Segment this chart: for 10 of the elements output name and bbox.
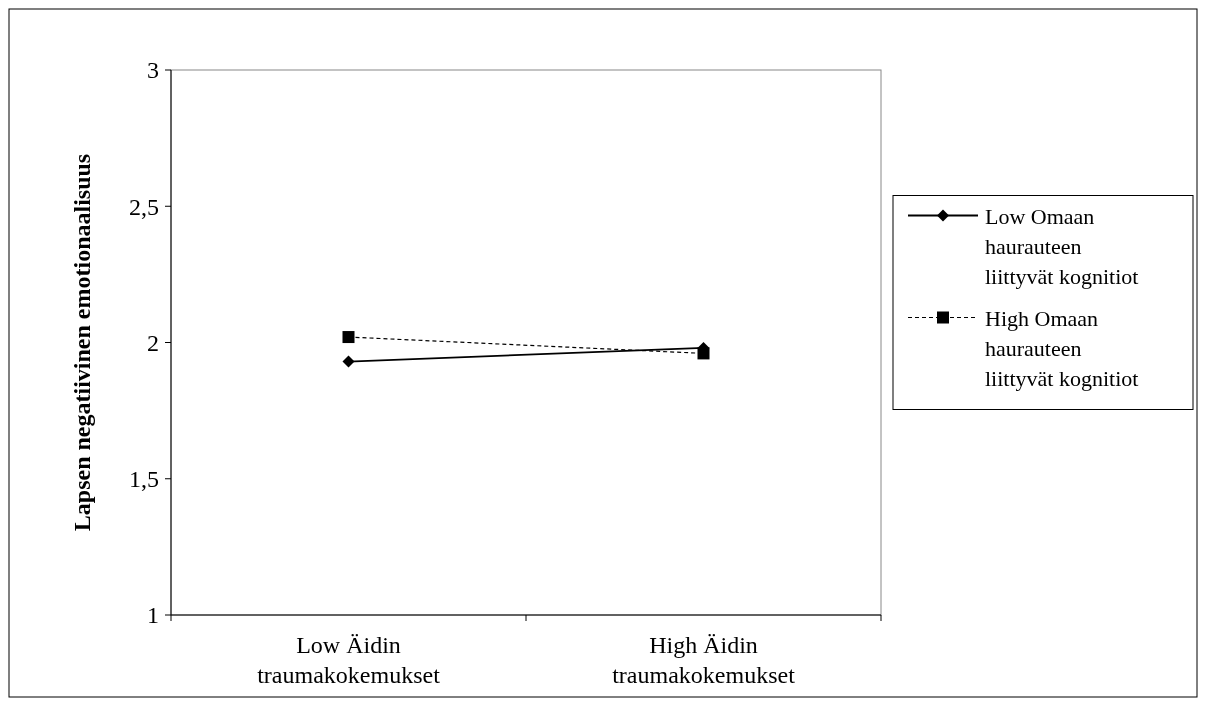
y-tick-label: 1,5 bbox=[129, 466, 159, 493]
legend-label: High Omaan haurauteen liittyvät kognitiot bbox=[985, 305, 1139, 391]
y-tick-label: 1 bbox=[147, 602, 159, 629]
legend-label: Low Omaan haurauteen liittyvät kognitiot bbox=[985, 203, 1139, 289]
y-tick-label: 3 bbox=[147, 57, 159, 84]
y-tick-label: 2 bbox=[147, 329, 159, 356]
y-tick-label: 2,5 bbox=[129, 193, 159, 220]
y-axis-title: Lapsen negatiivinen emotionaalisuus bbox=[69, 153, 95, 532]
x-tick-label: High Äidin traumakokemukset bbox=[612, 632, 796, 688]
x-tick-label: Low Äidin traumakokemukset bbox=[257, 632, 441, 688]
